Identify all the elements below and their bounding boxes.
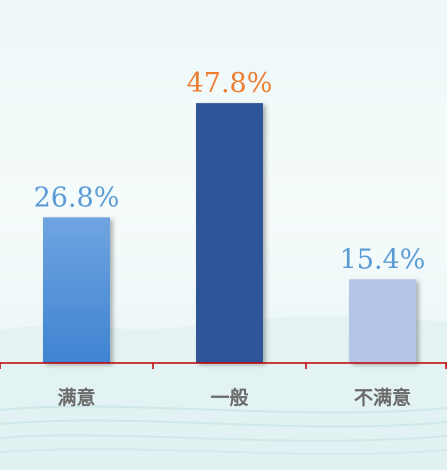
category-label-3: 不满意 [354, 386, 411, 409]
bar-2 [196, 103, 263, 363]
bar-1 [43, 217, 110, 363]
value-labels-group: 26.8% 47.8% 15.4% [34, 68, 426, 275]
value-label-2: 47.8% [187, 68, 273, 99]
value-label-3: 15.4% [340, 244, 426, 275]
bars-group [43, 103, 416, 363]
x-axis-ticks [0, 363, 447, 369]
bar-3 [349, 279, 416, 363]
category-label-2: 一般 [210, 386, 248, 409]
value-label-1: 26.8% [34, 182, 120, 213]
category-label-1: 满意 [57, 386, 95, 409]
x-axis-labels: 满意 一般 不满意 [57, 386, 411, 409]
